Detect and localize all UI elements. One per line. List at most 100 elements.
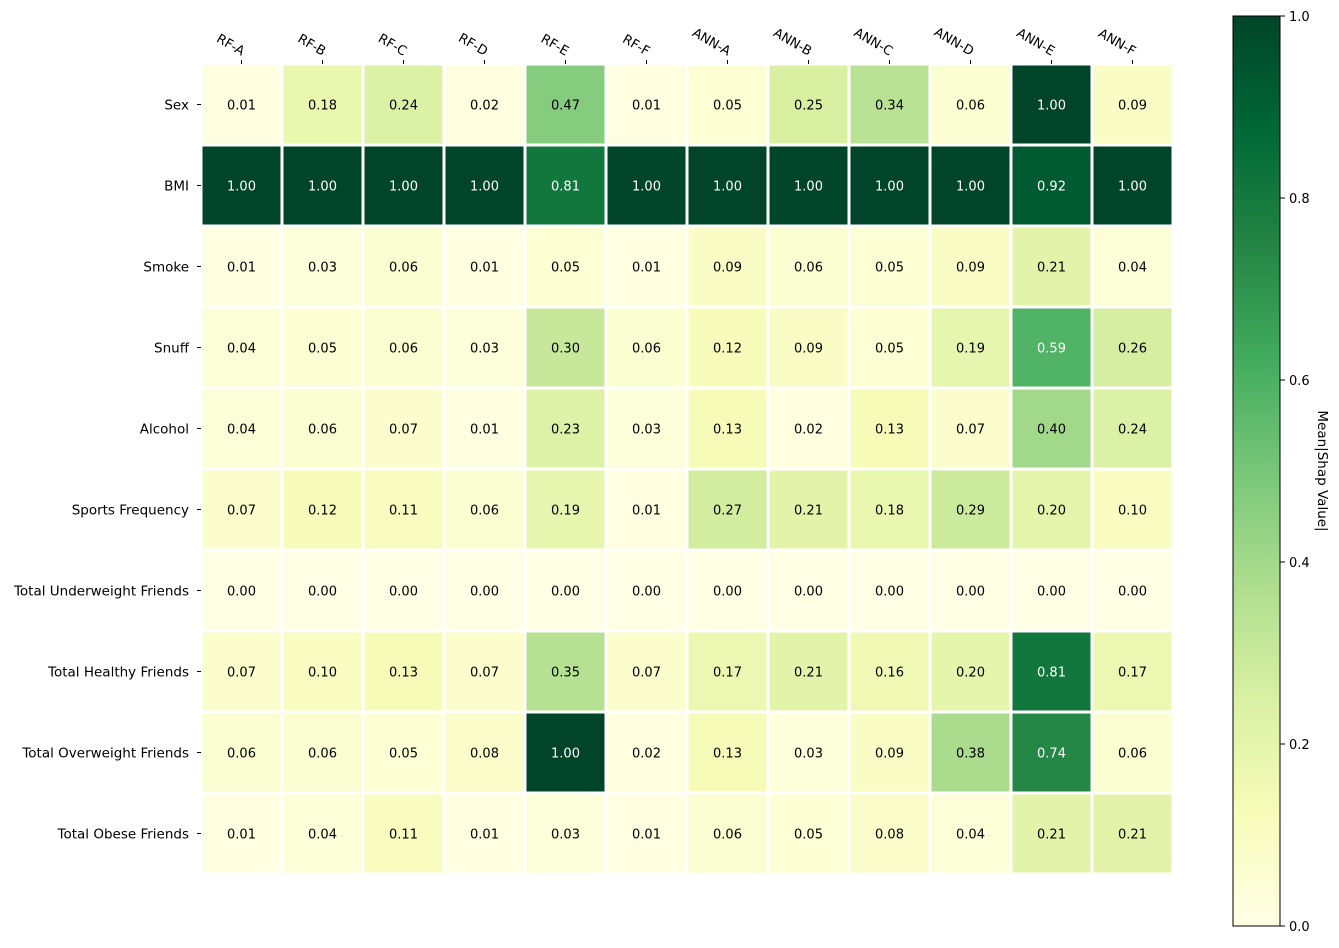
cell-value-label: 0.00 xyxy=(551,585,580,600)
heatmap-cell xyxy=(199,305,284,390)
cell-value-label: 0.05 xyxy=(551,261,580,276)
cell-value-label: 0.74 xyxy=(1037,747,1066,762)
heatmap-cell xyxy=(1090,143,1175,228)
y-axis-labels: Sex BMI Smoke Snuff Alcohol Sports Frequency T… xyxy=(13,98,201,843)
cell-value-label: 0.81 xyxy=(1037,666,1066,681)
cell-value-label: 0.18 xyxy=(875,504,904,519)
x-axis-labels: RF-A RF-B RF-C RF-D RF-E RF-F ANN-A ANN-B ANN-C A… xyxy=(214,25,1138,64)
heatmap-cell xyxy=(361,386,446,471)
cell-value-label: 0.03 xyxy=(632,423,661,438)
cell-value-label: 0.00 xyxy=(308,585,337,600)
cell-value-label: 0.02 xyxy=(632,747,661,762)
x-tick-label: RF-B xyxy=(295,32,328,60)
cell-value-label: 0.23 xyxy=(551,423,580,438)
cell-value-label: 0.01 xyxy=(632,828,661,843)
y-tick-label: BMI xyxy=(164,179,189,195)
cell-value-label: 0.21 xyxy=(1037,828,1066,843)
heatmap-cell xyxy=(442,791,527,876)
heatmap-cell xyxy=(604,710,689,795)
heatmap-cell xyxy=(685,224,770,309)
cell-value-label: 0.01 xyxy=(632,504,661,519)
cell-value-label: 0.35 xyxy=(551,666,580,681)
heatmap-cell xyxy=(1009,143,1094,228)
heatmap-cell xyxy=(199,629,284,714)
cell-value-label: 0.13 xyxy=(713,423,742,438)
heatmap-cell xyxy=(1090,548,1175,633)
cell-value-label: 0.12 xyxy=(308,504,337,519)
heatmap-cell xyxy=(280,791,365,876)
heatmap-cell xyxy=(1009,386,1094,471)
cell-value-label: 0.00 xyxy=(794,585,823,600)
heatmap-cell xyxy=(766,386,851,471)
heatmap-cell xyxy=(442,143,527,228)
cell-value-label: 0.81 xyxy=(551,180,580,195)
cell-value-label: 0.03 xyxy=(794,747,823,762)
cell-value-label: 0.00 xyxy=(470,585,499,600)
cell-value-label: 0.18 xyxy=(308,99,337,114)
heatmap-cell xyxy=(685,386,770,471)
cell-value-label: 0.10 xyxy=(308,666,337,681)
cell-value-label: 0.04 xyxy=(956,828,985,843)
cell-value-label: 0.29 xyxy=(956,504,985,519)
heatmap-cell xyxy=(1090,467,1175,552)
cell-value-label: 0.17 xyxy=(1118,666,1147,681)
heatmap-cell xyxy=(523,143,608,228)
heatmap-cell xyxy=(847,548,932,633)
heatmap-cell xyxy=(685,710,770,795)
cell-value-label: 0.00 xyxy=(227,585,256,600)
cell-value-label: 0.30 xyxy=(551,342,580,357)
heatmap-cell xyxy=(361,710,446,795)
heatmap-cell xyxy=(280,143,365,228)
x-tick-label: RF-E xyxy=(538,32,571,60)
x-tick-label: ANN-E xyxy=(1014,26,1057,60)
y-tick-label: Total Overweight Friends xyxy=(21,746,189,762)
heatmap-cell xyxy=(1090,791,1175,876)
cell-value-label: 0.03 xyxy=(470,342,499,357)
cell-value-label: 0.24 xyxy=(389,99,418,114)
cell-value-label: 0.01 xyxy=(470,828,499,843)
cell-value-label: 0.06 xyxy=(632,342,661,357)
cell-value-label: 0.21 xyxy=(1037,261,1066,276)
x-tick-label: ANN-C xyxy=(851,25,895,59)
cell-value-label: 0.01 xyxy=(470,261,499,276)
colorbar-gradient xyxy=(1232,15,1281,927)
heatmap-cell xyxy=(280,386,365,471)
cell-value-label: 0.05 xyxy=(713,99,742,114)
cell-value-label: 0.00 xyxy=(875,585,904,600)
cell-value-label: 0.00 xyxy=(956,585,985,600)
cell-value-label: 0.17 xyxy=(713,666,742,681)
cell-value-label: 1.00 xyxy=(794,180,823,195)
cell-value-label: 1.00 xyxy=(551,747,580,762)
cell-value-label: 0.00 xyxy=(389,585,418,600)
cell-value-label: 0.06 xyxy=(308,423,337,438)
y-tick-label: Sports Frequency xyxy=(72,503,189,519)
cell-value-label: 0.01 xyxy=(632,261,661,276)
y-tick-label: Total Obese Friends xyxy=(57,827,190,843)
heatmap-cell xyxy=(1090,62,1175,147)
y-tick-label: Total Underweight Friends xyxy=(13,584,189,600)
colorbar-tick-label: 0.0 xyxy=(1289,920,1310,935)
heatmap-cell xyxy=(928,791,1013,876)
cell-value-label: 0.06 xyxy=(389,261,418,276)
y-tick-label: Smoke xyxy=(143,260,189,276)
x-tick-label: RF-A xyxy=(214,32,247,60)
x-tick-label: ANN-D xyxy=(931,25,976,60)
cell-value-label: 0.01 xyxy=(227,828,256,843)
heatmap-cell xyxy=(1090,629,1175,714)
cell-value-label: 0.00 xyxy=(632,585,661,600)
cell-value-label: 0.00 xyxy=(1037,585,1066,600)
cell-value-label: 0.01 xyxy=(470,423,499,438)
cell-value-label: 0.01 xyxy=(227,261,256,276)
cell-value-label: 0.03 xyxy=(551,828,580,843)
heatmap-cell xyxy=(199,791,284,876)
cell-value-label: 0.06 xyxy=(308,747,337,762)
heatmap-cell xyxy=(442,629,527,714)
cell-value-label: 0.06 xyxy=(227,747,256,762)
cell-value-label: 0.05 xyxy=(875,261,904,276)
heatmap-cell xyxy=(280,548,365,633)
heatmap-cell xyxy=(604,305,689,390)
heatmap-cell xyxy=(361,629,446,714)
heatmap-cell xyxy=(1090,224,1175,309)
